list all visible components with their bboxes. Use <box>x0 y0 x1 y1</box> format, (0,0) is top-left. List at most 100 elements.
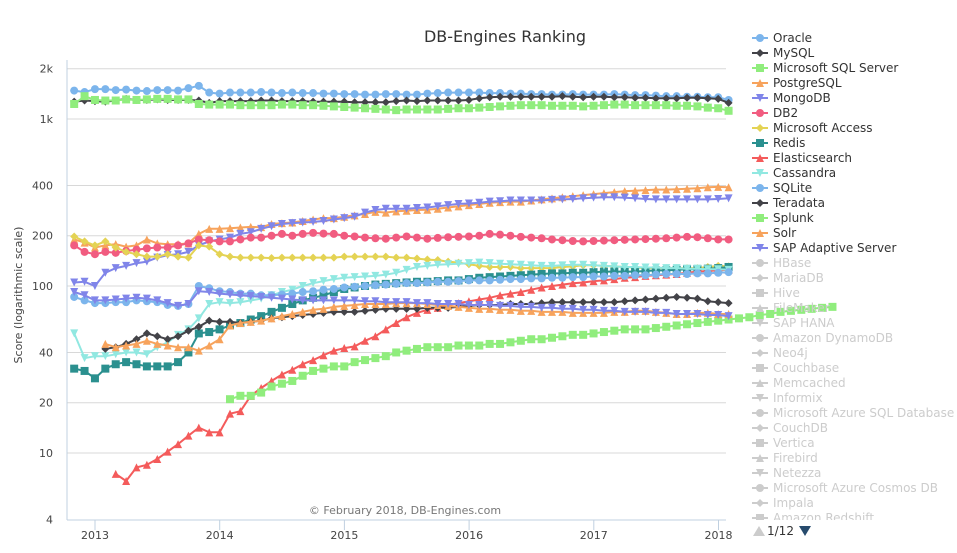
data-point <box>371 354 380 363</box>
y-tick-label: 4 <box>46 513 53 526</box>
legend-item-informix[interactable]: Informix <box>752 391 823 405</box>
data-point <box>516 288 525 297</box>
data-point <box>319 217 328 226</box>
data-point <box>132 250 141 259</box>
data-point <box>402 105 411 114</box>
data-point <box>527 233 536 242</box>
x-tick-label: 2013 <box>81 529 109 542</box>
data-point <box>402 346 411 355</box>
data-point <box>714 182 723 191</box>
series-line[interactable] <box>73 231 729 256</box>
data-point <box>703 103 712 112</box>
legend-item-sap-hana[interactable]: SAP HANA <box>752 316 835 330</box>
data-point <box>163 335 172 344</box>
series-line[interactable] <box>74 84 729 101</box>
data-point <box>381 280 390 289</box>
legend-item-couchbase[interactable]: Couchbase <box>752 361 839 375</box>
data-point <box>298 371 307 380</box>
data-point <box>558 92 567 101</box>
data-point <box>298 296 307 305</box>
data-point <box>163 86 172 95</box>
legend-item-microsoft-access[interactable]: Microsoft Access <box>752 121 873 135</box>
data-point <box>423 255 432 264</box>
legend-item-microsoft-azure-sql-database[interactable]: Microsoft Azure SQL Database <box>752 406 954 420</box>
legend-item-hbase[interactable]: HBase <box>752 256 811 270</box>
y-axis: 2k 1k 400 200 100 40 20 10 4 <box>32 63 54 527</box>
legend-item-vertica[interactable]: Vertica <box>752 436 815 450</box>
data-point <box>506 301 515 310</box>
legend-item-filemaker[interactable]: FileMaker <box>752 301 830 315</box>
data-point <box>309 101 318 110</box>
legend-item-microsoft-sql-server[interactable]: Microsoft SQL Server <box>752 61 898 75</box>
data-point <box>610 93 619 102</box>
series-line[interactable] <box>73 261 729 360</box>
data-point <box>101 352 110 361</box>
legend-item-splunk[interactable]: Splunk <box>752 211 814 225</box>
legend-item-postgresql[interactable]: PostgreSQL <box>752 76 842 90</box>
legend-item-microsoft-azure-cosmos-db[interactable]: Microsoft Azure Cosmos DB <box>752 481 938 495</box>
data-point <box>361 356 370 365</box>
data-point <box>288 100 297 109</box>
data-point <box>516 232 525 241</box>
legend-item-netezza[interactable]: Netezza <box>752 466 821 480</box>
data-point <box>225 321 234 330</box>
data-point <box>662 264 671 273</box>
legend-label: Neo4j <box>773 346 808 360</box>
data-point <box>651 308 660 317</box>
series-line[interactable] <box>73 185 729 249</box>
data-point <box>319 101 328 110</box>
legend-item-sqlite[interactable]: SQLite <box>752 181 812 195</box>
data-point <box>236 101 245 110</box>
legend-item-amazon-dynamodb[interactable]: Amazon DynamoDB <box>752 331 893 345</box>
data-point <box>496 230 505 239</box>
pager-down-arrow-icon[interactable] <box>799 526 811 536</box>
data-point <box>184 348 193 357</box>
legend-item-elasticsearch[interactable]: Elasticsearch <box>752 151 852 165</box>
legend-item-impala[interactable]: Impala <box>752 496 814 510</box>
data-point <box>641 235 650 244</box>
data-point <box>506 338 515 347</box>
legend-item-hive[interactable]: Hive <box>752 286 800 300</box>
y-tick-label: 1k <box>40 113 54 126</box>
series-line[interactable] <box>73 235 729 270</box>
legend-item-mongodb[interactable]: MongoDB <box>752 91 831 105</box>
pager-up-arrow-icon[interactable] <box>753 526 765 536</box>
legend-item-teradata[interactable]: Teradata <box>752 196 825 210</box>
data-point <box>568 92 577 101</box>
legend-item-couchdb[interactable]: CouchDB <box>752 421 828 435</box>
data-point <box>683 309 692 318</box>
data-point <box>350 282 359 291</box>
data-point <box>610 306 619 315</box>
data-point <box>111 86 120 95</box>
legend-item-firebird[interactable]: Firebird <box>752 451 818 465</box>
legend-item-cassandra[interactable]: Cassandra <box>752 166 836 180</box>
data-point <box>599 328 608 337</box>
legend-item-sap-adaptive-server[interactable]: SAP Adaptive Server <box>752 241 896 255</box>
legend-item-redis[interactable]: Redis <box>752 136 805 150</box>
data-point <box>205 300 214 309</box>
data-point <box>496 339 505 348</box>
series-line[interactable] <box>73 95 729 112</box>
legend-item-neo4j[interactable]: Neo4j <box>752 346 808 360</box>
data-point <box>257 388 266 397</box>
data-point <box>485 197 494 206</box>
data-point <box>423 261 432 270</box>
data-point <box>215 100 224 109</box>
data-point <box>225 395 234 404</box>
legend-label: Teradata <box>772 196 825 210</box>
series-line[interactable] <box>73 290 729 318</box>
legend-item-memcached[interactable]: Memcached <box>752 376 846 390</box>
data-point <box>485 89 494 98</box>
data-point <box>267 231 276 240</box>
data-point <box>132 86 141 95</box>
data-point <box>579 298 588 307</box>
legend-item-mysql[interactable]: MySQL <box>752 46 815 60</box>
legend-item-solr[interactable]: Solr <box>752 226 796 240</box>
legend-item-mariadb[interactable]: MariaDB <box>752 271 824 285</box>
legend-item-db2[interactable]: DB2 <box>752 106 798 120</box>
series-line[interactable] <box>74 196 729 288</box>
legend-item-oracle[interactable]: Oracle <box>752 31 812 45</box>
legend-item-amazon-redshift[interactable]: Amazon Redshift <box>752 511 874 525</box>
data-point <box>184 343 193 352</box>
